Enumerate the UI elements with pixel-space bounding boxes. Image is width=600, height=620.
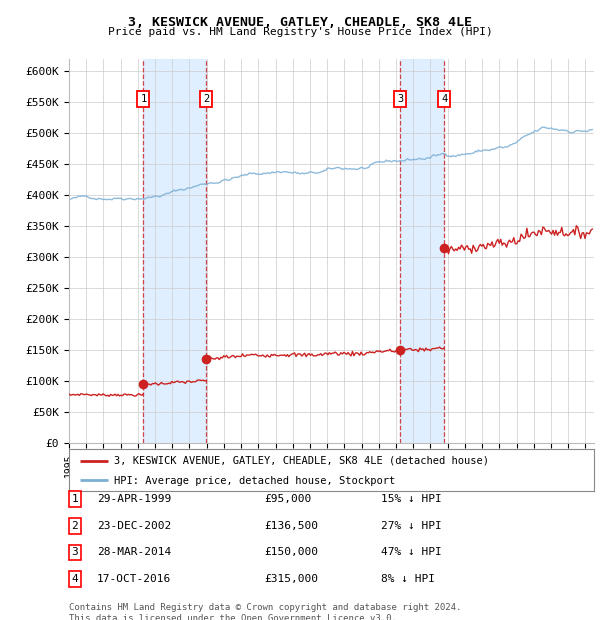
Text: £95,000: £95,000 xyxy=(264,494,311,504)
Text: 15% ↓ HPI: 15% ↓ HPI xyxy=(381,494,442,504)
Text: 4: 4 xyxy=(71,574,79,584)
Text: 27% ↓ HPI: 27% ↓ HPI xyxy=(381,521,442,531)
Text: Contains HM Land Registry data © Crown copyright and database right 2024.: Contains HM Land Registry data © Crown c… xyxy=(69,603,461,612)
Text: HPI: Average price, detached house, Stockport: HPI: Average price, detached house, Stoc… xyxy=(113,476,395,485)
Text: £150,000: £150,000 xyxy=(264,547,318,557)
Text: 2: 2 xyxy=(71,521,79,531)
Text: 17-OCT-2016: 17-OCT-2016 xyxy=(97,574,172,584)
Text: 29-APR-1999: 29-APR-1999 xyxy=(97,494,172,504)
Bar xyxy=(400,59,444,443)
Text: 8% ↓ HPI: 8% ↓ HPI xyxy=(381,574,435,584)
Text: 47% ↓ HPI: 47% ↓ HPI xyxy=(381,547,442,557)
Text: 28-MAR-2014: 28-MAR-2014 xyxy=(97,547,172,557)
Text: 23-DEC-2002: 23-DEC-2002 xyxy=(97,521,172,531)
Text: 2: 2 xyxy=(203,94,209,104)
Text: 3: 3 xyxy=(71,547,79,557)
Text: 1: 1 xyxy=(140,94,146,104)
Text: 3, KESWICK AVENUE, GATLEY, CHEADLE, SK8 4LE (detached house): 3, KESWICK AVENUE, GATLEY, CHEADLE, SK8 … xyxy=(113,456,488,466)
Text: 3, KESWICK AVENUE, GATLEY, CHEADLE, SK8 4LE: 3, KESWICK AVENUE, GATLEY, CHEADLE, SK8 … xyxy=(128,16,472,29)
Text: £136,500: £136,500 xyxy=(264,521,318,531)
Text: 4: 4 xyxy=(441,94,447,104)
Bar xyxy=(143,59,206,443)
Text: 3: 3 xyxy=(397,94,403,104)
Text: Price paid vs. HM Land Registry's House Price Index (HPI): Price paid vs. HM Land Registry's House … xyxy=(107,27,493,37)
Text: £315,000: £315,000 xyxy=(264,574,318,584)
Text: This data is licensed under the Open Government Licence v3.0.: This data is licensed under the Open Gov… xyxy=(69,614,397,620)
Text: 1: 1 xyxy=(71,494,79,504)
